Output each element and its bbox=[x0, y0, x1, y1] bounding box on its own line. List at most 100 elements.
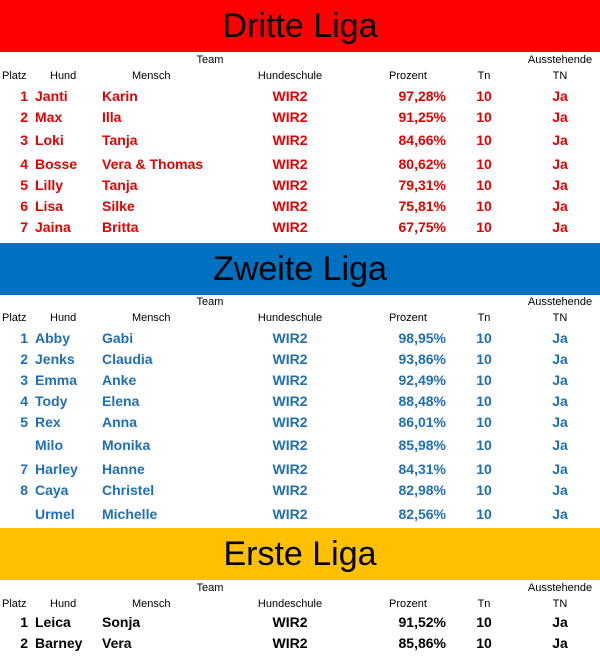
header-hund: Hund bbox=[50, 70, 77, 82]
table-row: 7 Jaina Britta WIR2 67,75% 10 Ja bbox=[0, 217, 600, 238]
cell-hund: Bosse bbox=[35, 156, 78, 172]
cell-hundeschule: WIR2 bbox=[272, 132, 308, 148]
cell-hundeschule: WIR2 bbox=[272, 414, 308, 430]
cell-ausstehende: Ja bbox=[552, 372, 568, 388]
table-row: 5 Lilly Tanja WIR2 79,31% 10 Ja bbox=[0, 175, 600, 196]
cell-hund: Jaina bbox=[35, 219, 71, 235]
cell-prozent: 75,81% bbox=[398, 198, 446, 214]
cell-tn: 10 bbox=[476, 156, 492, 172]
table-row: 2 Jenks Claudia WIR2 93,86% 10 Ja bbox=[0, 349, 600, 370]
cell-hund: Jenks bbox=[35, 351, 75, 367]
cell-tn: 10 bbox=[476, 330, 492, 346]
cell-prozent: 82,56% bbox=[398, 506, 446, 522]
table-row: 1 Janti Karin WIR2 97,28% 10 Ja bbox=[0, 86, 600, 107]
cell-hund: Milo bbox=[35, 437, 63, 453]
cell-mensch: Vera & Thomas bbox=[102, 156, 204, 172]
cell-mensch: Sonja bbox=[102, 614, 141, 630]
cell-mensch: Anke bbox=[102, 372, 137, 388]
cell-hund: Rex bbox=[35, 414, 61, 430]
cell-mensch: Monika bbox=[102, 437, 151, 453]
table-header: Team Ausstehende Platz Hund Mensch Hunde… bbox=[0, 54, 600, 90]
table-row: 4 Bosse Vera & Thomas WIR2 80,62% 10 Ja bbox=[0, 154, 600, 175]
cell-hundeschule: WIR2 bbox=[272, 156, 308, 172]
cell-tn: 10 bbox=[476, 461, 492, 477]
cell-ausstehende: Ja bbox=[552, 506, 568, 522]
header-tn: TN bbox=[552, 312, 568, 324]
cell-hundeschule: WIR2 bbox=[272, 177, 308, 193]
cell-ausstehende: Ja bbox=[552, 198, 568, 214]
table-header: Team Ausstehende Platz Hund Mensch Hunde… bbox=[0, 296, 600, 332]
cell-prozent: 82,98% bbox=[398, 482, 446, 498]
table-row: 2 Max Illa WIR2 91,25% 10 Ja bbox=[0, 107, 600, 128]
cell-mensch: Tanja bbox=[102, 132, 138, 148]
table-row: 3 Loki Tanja WIR2 84,66% 10 Ja bbox=[0, 130, 600, 151]
cell-hundeschule: WIR2 bbox=[272, 198, 308, 214]
header-platz: Platz bbox=[2, 312, 27, 324]
header-ausstehende: Ausstehende bbox=[527, 54, 593, 66]
header-mensch: Mensch bbox=[132, 598, 171, 610]
cell-platz: 8 bbox=[20, 482, 28, 498]
table-row: 5 Rex Anna WIR2 86,01% 10 Ja bbox=[0, 412, 600, 433]
table-row: 1 Leica Sonja WIR2 91,52% 10 Ja bbox=[0, 612, 600, 633]
cell-prozent: 91,25% bbox=[398, 109, 446, 125]
cell-hundeschule: WIR2 bbox=[272, 461, 308, 477]
cell-hund: Emma bbox=[35, 372, 78, 388]
cell-tn: 10 bbox=[476, 437, 492, 453]
header-hundeschule: Hundeschule bbox=[257, 312, 323, 324]
cell-tn: 10 bbox=[476, 614, 492, 630]
cell-platz: 5 bbox=[20, 414, 28, 430]
cell-prozent: 80,62% bbox=[398, 156, 446, 172]
cell-prozent: 91,52% bbox=[398, 614, 446, 630]
cell-tn: 10 bbox=[476, 372, 492, 388]
cell-ausstehende: Ja bbox=[552, 177, 568, 193]
cell-hundeschule: WIR2 bbox=[272, 635, 308, 651]
header-team: Team bbox=[196, 54, 224, 66]
cell-platz: 1 bbox=[20, 330, 28, 346]
header-tn: TN bbox=[552, 70, 568, 82]
cell-hund: Leica bbox=[35, 614, 71, 630]
cell-prozent: 84,31% bbox=[398, 461, 446, 477]
cell-hund: Janti bbox=[35, 88, 68, 104]
cell-hundeschule: WIR2 bbox=[272, 219, 308, 235]
cell-hundeschule: WIR2 bbox=[272, 482, 308, 498]
cell-prozent: 86,01% bbox=[398, 414, 446, 430]
header-ausstehende: Ausstehende bbox=[527, 582, 593, 594]
table-header: Team Ausstehende Platz Hund Mensch Hunde… bbox=[0, 582, 600, 618]
cell-platz: 5 bbox=[20, 177, 28, 193]
header-platz: Platz bbox=[2, 70, 27, 82]
header-mensch: Mensch bbox=[132, 312, 171, 324]
league-banner: Erste Liga bbox=[0, 528, 600, 580]
cell-platz: 1 bbox=[20, 88, 28, 104]
table-row: Urmel Michelle WIR2 82,56% 10 Ja bbox=[0, 504, 600, 525]
cell-platz: 3 bbox=[20, 132, 28, 148]
cell-prozent: 98,95% bbox=[398, 330, 446, 346]
cell-prozent: 85,98% bbox=[398, 437, 446, 453]
cell-platz: 1 bbox=[20, 614, 28, 630]
cell-hund: Harley bbox=[35, 461, 78, 477]
header-team: Team bbox=[196, 582, 224, 594]
cell-tn: 10 bbox=[476, 198, 492, 214]
cell-mensch: Claudia bbox=[102, 351, 153, 367]
cell-mensch: Vera bbox=[102, 635, 132, 651]
cell-platz: 2 bbox=[20, 351, 28, 367]
league-title: Dritte Liga bbox=[222, 6, 378, 45]
cell-hundeschule: WIR2 bbox=[272, 109, 308, 125]
cell-tn: 10 bbox=[476, 351, 492, 367]
cell-hund: Tody bbox=[35, 393, 68, 409]
cell-mensch: Hanne bbox=[102, 461, 145, 477]
header-prozent: Prozent bbox=[389, 312, 427, 324]
header-ausstehende: Ausstehende bbox=[527, 296, 593, 308]
header-tn-short: Tn bbox=[477, 598, 491, 610]
cell-mensch: Michelle bbox=[102, 506, 158, 522]
header-hundeschule: Hundeschule bbox=[257, 598, 323, 610]
cell-prozent: 92,49% bbox=[398, 372, 446, 388]
cell-hund: Lilly bbox=[35, 177, 64, 193]
cell-prozent: 93,86% bbox=[398, 351, 446, 367]
cell-hund: Urmel bbox=[35, 506, 75, 522]
cell-ausstehende: Ja bbox=[552, 635, 568, 651]
header-prozent: Prozent bbox=[389, 70, 427, 82]
table-row: 3 Emma Anke WIR2 92,49% 10 Ja bbox=[0, 370, 600, 391]
cell-mensch: Gabi bbox=[102, 330, 134, 346]
cell-ausstehende: Ja bbox=[552, 330, 568, 346]
